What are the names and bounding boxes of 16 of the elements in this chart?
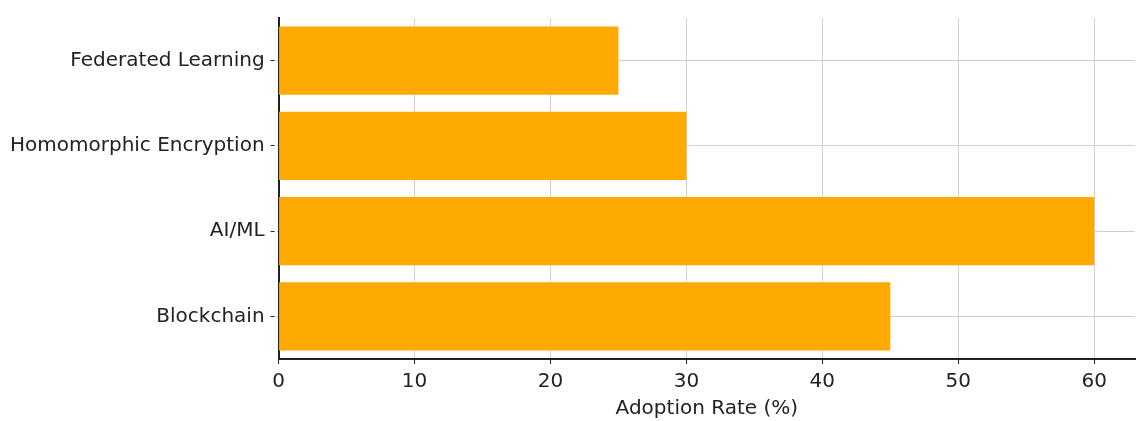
x-tick-label: 40 <box>809 368 836 393</box>
x-tick-label: 10 <box>401 368 428 393</box>
y-tick-label: AI/ML <box>209 217 266 242</box>
x-tick-label: 60 <box>1081 368 1107 393</box>
x-tick-label: 0 <box>272 368 285 393</box>
bar <box>279 26 619 95</box>
bar <box>279 111 687 180</box>
x-tick-label: 30 <box>673 368 700 393</box>
y-tick-label: Homomorphic Encryption <box>10 132 265 157</box>
x-tick-label: 50 <box>945 368 972 393</box>
x-axis-title: Adoption Rate (%) <box>615 395 799 420</box>
y-tick-label: Federated Learning <box>70 46 265 71</box>
y-tick-label: Blockchain <box>156 302 265 327</box>
x-tick-label: 20 <box>537 368 564 393</box>
bar <box>279 282 891 351</box>
bar <box>279 197 1095 266</box>
